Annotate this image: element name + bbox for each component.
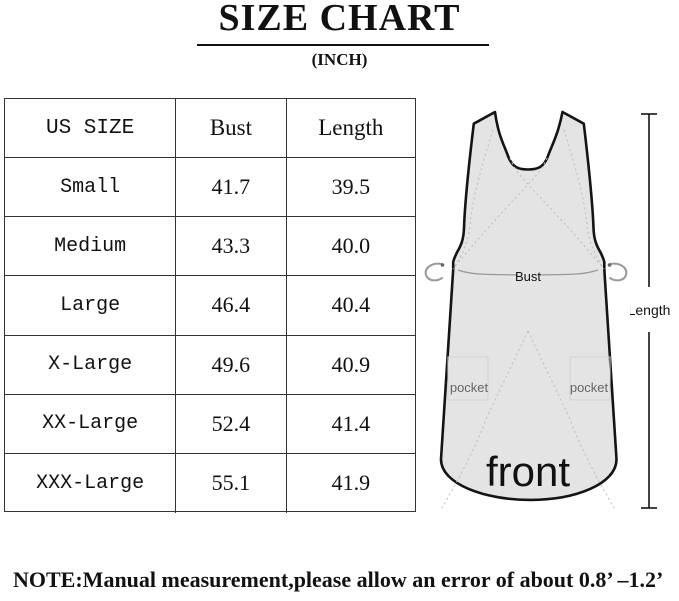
svg-text:Bust: Bust bbox=[515, 269, 541, 284]
svg-text:pocket: pocket bbox=[570, 380, 609, 395]
svg-text:Length: Length bbox=[630, 302, 670, 318]
svg-text:pocket: pocket bbox=[450, 380, 489, 395]
svg-text:front: front bbox=[486, 448, 570, 495]
